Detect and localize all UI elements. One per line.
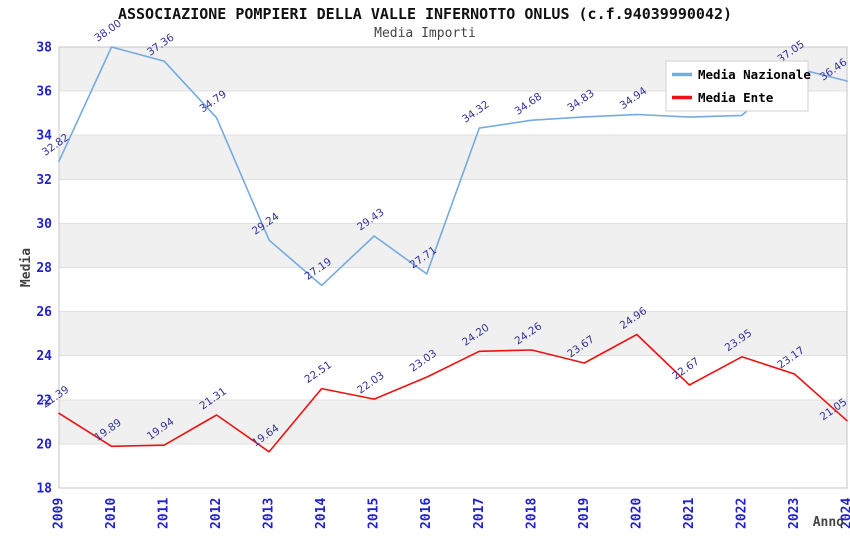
plot-border	[58, 46, 848, 489]
media-nazionale-line	[58, 46, 848, 287]
x-axis-tick-label: 2020	[629, 498, 644, 529]
x-axis-tick-label: 2016	[419, 498, 434, 529]
y-axis-tick-label: 26	[36, 305, 52, 320]
x-axis-tick-label: 2017	[472, 498, 487, 529]
y-axis-tick-label: 22	[36, 393, 52, 408]
y-axis-tick-label: 18	[36, 482, 52, 497]
data-label: 34.79	[197, 88, 229, 115]
horizontal-band	[59, 135, 847, 180]
y-axis-tick-label: 36	[36, 85, 52, 100]
data-label: 22.03	[355, 370, 387, 397]
x-axis-title: Anno	[813, 515, 844, 530]
y-axis-tick-label: 20	[36, 437, 52, 452]
x-axis-tick-label: 2019	[577, 498, 592, 529]
legend-label: Media Ente	[698, 90, 774, 105]
y-axis-title: Media	[19, 248, 34, 287]
data-label: 34.32	[460, 99, 492, 126]
y-axis-tick-label: 34	[36, 129, 52, 144]
x-axis-tick-label: 2011	[157, 498, 172, 529]
x-axis-tick-label: 2023	[787, 498, 802, 529]
y-axis-tick-label: 28	[36, 261, 52, 276]
horizontal-band	[59, 399, 847, 444]
y-axis-tick-label: 32	[36, 173, 52, 188]
horizontal-band	[59, 311, 847, 356]
data-label: 34.68	[513, 91, 545, 118]
x-axis-tick-label: 2022	[734, 498, 749, 529]
x-axis-tick-label: 2024	[840, 498, 850, 529]
chart-title: ASSOCIAZIONE POMPIERI DELLA VALLE INFERN…	[117, 5, 733, 23]
x-axis-tick-label: 2009	[52, 498, 67, 529]
x-axis-tick-label: 2010	[104, 498, 119, 529]
y-axis-tick-label: 24	[36, 349, 52, 364]
legend-label: Media Nazionale	[698, 67, 811, 82]
data-label: 22.51	[303, 359, 335, 386]
legend-box	[665, 60, 809, 112]
x-axis-tick-label: 2021	[682, 498, 697, 529]
y-axis-tick-label: 30	[36, 217, 52, 232]
x-axis-tick-label: 2018	[524, 498, 539, 529]
data-label: 22.67	[670, 355, 702, 382]
media-ente-line	[58, 333, 848, 453]
y-axis-tick-label: 38	[36, 41, 52, 56]
x-axis-tick-label: 2015	[367, 498, 382, 529]
x-axis-tick-label: 2014	[314, 498, 329, 529]
chart-subtitle: Media Importi	[374, 26, 476, 41]
horizontal-band	[59, 223, 847, 268]
x-axis-tick-label: 2012	[209, 498, 224, 529]
x-axis-tick-label: 2013	[262, 498, 277, 529]
